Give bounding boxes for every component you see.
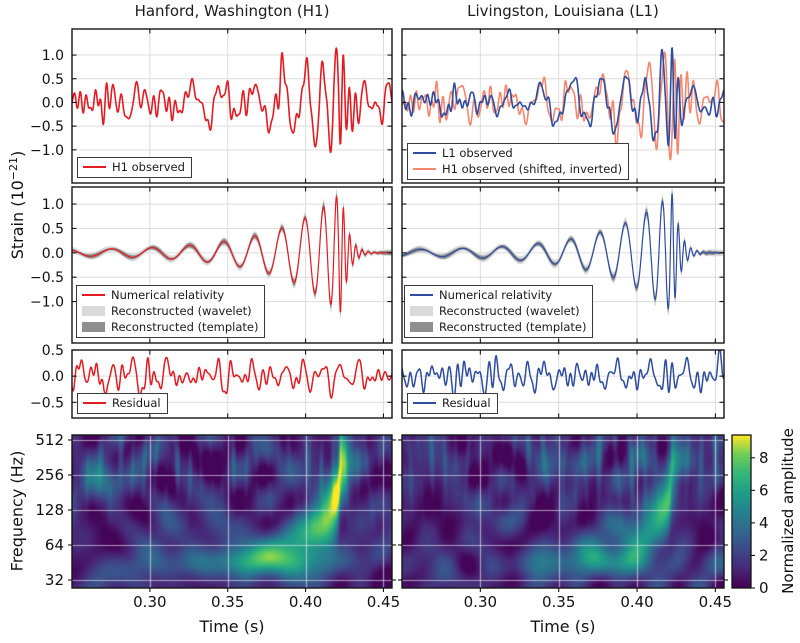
- y-tick-label: 0.0: [42, 95, 64, 111]
- panel-l1-residual: Residual: [402, 350, 724, 418]
- legend-entry: Residual: [83, 396, 161, 410]
- legend-label: H1 observed (shifted, inverted): [442, 162, 623, 176]
- y-tick-label: 1.0: [42, 197, 64, 213]
- reconstructed-template-patch-swatch: [82, 322, 105, 332]
- residual-trace: [402, 350, 724, 401]
- legend-label: Reconstructed (wavelet): [439, 304, 580, 318]
- legend-label: L1 observed: [442, 146, 513, 160]
- colorbar-label: Normalized amplitude: [779, 428, 797, 594]
- residual-trace: [72, 356, 392, 399]
- legend-entry: Reconstructed (wavelet): [82, 304, 258, 318]
- colorbar-tick-label: 8: [759, 449, 769, 467]
- y-tick-label: 512: [35, 431, 64, 449]
- numerical-relativity-line-swatch: [82, 293, 105, 297]
- y-tick-label: 0.5: [42, 72, 64, 88]
- reconstructed-wavelet-patch-swatch: [410, 306, 433, 316]
- y-tick-label: 0.5: [42, 221, 64, 237]
- colorbar-tick-label: 0: [759, 579, 769, 597]
- legend-entry: Reconstructed (template): [82, 320, 258, 334]
- y-tick-label: 1.0: [42, 48, 64, 64]
- y-tick-label: −0.5: [30, 270, 64, 286]
- legend-h1-observed: H1 observed: [77, 157, 192, 178]
- h1-shifted-inverted-line-swatch: [413, 167, 436, 171]
- l1-spectrogram-image: [402, 435, 724, 588]
- column-title-hanford: Hanford, Washington (H1): [134, 2, 330, 20]
- legend-entry: Residual: [413, 396, 491, 410]
- y-tick-label: 64: [45, 536, 64, 554]
- residual-line-swatch: [83, 401, 106, 405]
- legend-l1-observed: L1 observed H1 observed (shifted, invert…: [407, 143, 630, 180]
- legend-label: H1 observed: [112, 160, 185, 174]
- panel-l1-observed: L1 observed H1 observed (shifted, invert…: [402, 29, 724, 183]
- strain-axis-label-suffix: ): [8, 150, 28, 157]
- y-tick-label: 256: [35, 466, 64, 484]
- panel-l1-spectrogram: [402, 435, 724, 588]
- y-tick-label: −1.0: [30, 295, 64, 311]
- y-tick-label: −0.5: [30, 395, 64, 411]
- legend-l1-residual: Residual: [407, 393, 498, 414]
- panel-h1-residual: Residual: [72, 350, 392, 418]
- legend-entry: H1 observed: [83, 160, 185, 174]
- x-tick-label: 0.30: [133, 593, 166, 611]
- x-tick-label: 0.35: [542, 593, 575, 611]
- y-tick-label: −1.0: [30, 143, 64, 159]
- legend-label: Reconstructed (template): [111, 320, 259, 334]
- y-tick-label: 0.0: [42, 369, 64, 385]
- legend-label: Numerical relativity: [111, 288, 225, 302]
- legend-label: Residual: [112, 396, 161, 410]
- legend-entry: Numerical relativity: [410, 288, 586, 302]
- h-observed-trace: [72, 47, 392, 154]
- h1-observed-line-swatch: [83, 165, 106, 169]
- y-tick-label: 128: [35, 501, 64, 519]
- column-title-livingston: Livingston, Louisiana (L1): [467, 2, 659, 20]
- y-tick-label: 0.0: [42, 246, 64, 262]
- legend-l1-nr-comparison: Numerical relativity Reconstructed (wave…: [404, 285, 594, 338]
- numerical-relativity-line-swatch: [410, 293, 433, 297]
- x-tick-label: 0.35: [211, 593, 244, 611]
- x-tick-label: 0.45: [367, 593, 400, 611]
- h1-spectrogram-image: [72, 435, 392, 588]
- y-tick-label: 32: [45, 571, 64, 589]
- panel-h1-observed: H1 observed: [72, 29, 392, 183]
- reconstructed-template-patch-swatch: [410, 322, 433, 332]
- legend-label: Reconstructed (template): [439, 320, 587, 334]
- colorbar-tick-label: 2: [759, 546, 769, 564]
- colorbar-tick-label: 4: [759, 514, 769, 532]
- legend-entry: H1 observed (shifted, inverted): [413, 162, 622, 176]
- y-tick-label: −0.5: [30, 119, 64, 135]
- legend-entry: L1 observed: [413, 146, 622, 160]
- frequency-axis-label: Frequency (Hz): [7, 450, 27, 572]
- l1-observed-line-swatch: [413, 151, 436, 155]
- panel-l1-nr-comparison: Numerical relativity Reconstructed (wave…: [402, 187, 724, 343]
- legend-label: Numerical relativity: [439, 288, 553, 302]
- legend-entry: Reconstructed (template): [410, 320, 586, 334]
- strain-axis-label-prefix: Strain (10: [8, 180, 28, 260]
- panel-h1-nr-comparison: Numerical relativity Reconstructed (wave…: [72, 187, 392, 343]
- legend-h1-nr-comparison: Numerical relativity Reconstructed (wave…: [76, 285, 266, 338]
- panel-h1-spectrogram: [72, 435, 392, 588]
- legend-entry: Numerical relativity: [82, 288, 258, 302]
- x-tick-label: 0.40: [620, 593, 653, 611]
- colorbar-tick-label: 6: [759, 481, 769, 499]
- strain-axis-label: Strain (10−21): [7, 151, 27, 260]
- colorbar: [732, 435, 751, 588]
- x-tick-label: 0.40: [289, 593, 322, 611]
- reconstructed-wavelet-patch-swatch: [82, 306, 105, 316]
- time-axis-label-right: Time (s): [530, 617, 596, 636]
- x-tick-label: 0.30: [464, 593, 497, 611]
- legend-label: Residual: [442, 396, 491, 410]
- strain-axis-label-exponent: −21: [6, 156, 20, 181]
- residual-line-swatch: [413, 401, 436, 405]
- legend-label: Reconstructed (wavelet): [111, 304, 252, 318]
- y-tick-label: 0.5: [42, 343, 64, 359]
- x-tick-label: 0.45: [699, 593, 732, 611]
- legend-entry: Reconstructed (wavelet): [410, 304, 586, 318]
- legend-h1-residual: Residual: [77, 393, 168, 414]
- time-axis-label-left: Time (s): [199, 617, 265, 636]
